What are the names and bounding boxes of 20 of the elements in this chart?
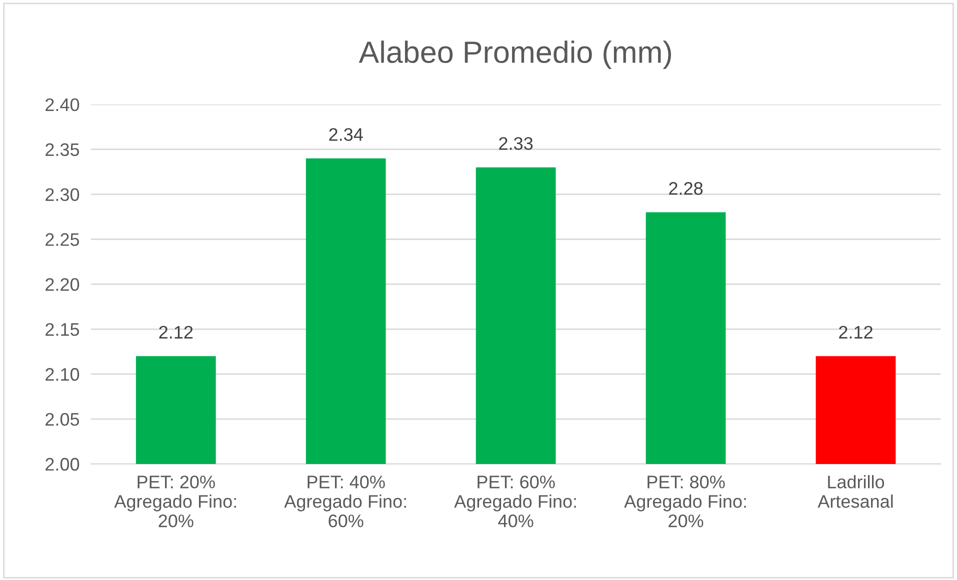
y-tick-label: 2.20 <box>46 278 80 291</box>
data-label: 2.33 <box>499 137 533 150</box>
y-tick-label: 2.05 <box>46 412 80 426</box>
y-tick-label: 2.30 <box>46 188 80 202</box>
chart-title: Alabeo Promedio (mm) <box>358 40 672 70</box>
data-label: 2.12 <box>839 326 872 338</box>
y-tick-label: 2.35 <box>46 143 80 156</box>
data-label: 2.28 <box>669 182 703 195</box>
y-tick-label: 2.25 <box>46 233 80 246</box>
x-tick-label: Ladrillo Artesanal <box>818 475 893 508</box>
x-tick-label: PET: 40% Agregado Fino: 60% <box>284 476 406 528</box>
x-tick-label: PET: 20% Agregado Fino: 20% <box>114 476 236 528</box>
x-tick-label: PET: 60% Agregado Fino: 40% <box>454 476 576 528</box>
data-label: 2.12 <box>159 326 193 338</box>
y-tick-label: 2.00 <box>46 458 80 471</box>
x-tick-label: PET: 80% Agregado Fino: 20% <box>624 476 746 528</box>
y-tick-label: 2.15 <box>46 323 80 336</box>
y-tick-label: 2.40 <box>46 98 80 112</box>
data-label: 2.34 <box>329 128 363 141</box>
y-tick-label: 2.10 <box>46 368 80 381</box>
